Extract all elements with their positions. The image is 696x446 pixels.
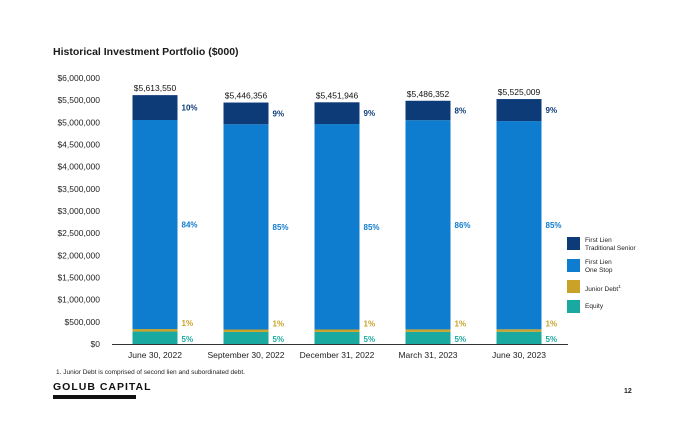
bar-total-label: $5,446,356: [225, 91, 268, 101]
bars: 5%1%84%10%$5,613,5505%1%85%9%$5,446,3565…: [132, 83, 562, 344]
bar-total-label: $5,613,550: [134, 83, 177, 93]
bar-total-label: $5,486,352: [407, 89, 450, 99]
segment-percent-label: 10%: [182, 104, 198, 113]
footnote: 1. Junior Debt is comprised of second li…: [56, 369, 245, 376]
legend-label: Junior Debt1: [585, 284, 621, 294]
bar-segment: [496, 121, 542, 330]
segment-percent-label: 5%: [182, 335, 194, 344]
bar-group: 5% 1% 85% 9% $5,525,009: [496, 87, 562, 344]
brand-logo-bar: [53, 395, 136, 399]
segment-percent-label: 9%: [546, 106, 558, 115]
bar-group: 5% 1% 84% 10% $5,613,550: [132, 83, 198, 344]
legend-swatch: [567, 280, 580, 293]
bar-segment: [132, 329, 178, 332]
y-tick-label: $500,000: [65, 317, 101, 327]
y-tick-label: $5,500,000: [57, 95, 100, 105]
x-axis: June 30, 2022 September 30, 2022 December …: [112, 344, 568, 360]
bar-segment: [314, 329, 360, 332]
bar-segment: [314, 124, 360, 330]
x-tick-label: September 30, 2022: [207, 350, 284, 360]
bar-segment: [405, 100, 451, 121]
y-tick-label: $1,500,000: [57, 273, 100, 283]
segment-percent-label: 9%: [273, 109, 285, 118]
bar-group: 5% 1% 86% 8% $5,486,352: [405, 89, 471, 344]
y-tick-label: $0: [91, 339, 101, 349]
bar-segment: [223, 331, 269, 344]
bar-segment: [496, 99, 542, 122]
bar-segment: [314, 331, 360, 344]
segment-percent-label: 85%: [273, 223, 289, 232]
y-tick-label: $5,000,000: [57, 117, 100, 127]
bar-segment: [314, 102, 360, 125]
bar-group: 5% 1% 85% 9% $5,451,946: [314, 90, 380, 344]
segment-percent-label: 8%: [455, 107, 467, 116]
bar-segment: [405, 120, 451, 330]
legend-swatch: [567, 237, 580, 250]
segment-percent-label: 1%: [455, 319, 467, 328]
segment-percent-label: 5%: [546, 335, 558, 344]
bar-total-label: $5,525,009: [498, 87, 541, 97]
y-tick-label: $2,500,000: [57, 228, 100, 238]
y-tick-label: $2,000,000: [57, 250, 100, 260]
brand-logo: GOLUB CAPITAL: [53, 381, 152, 393]
segment-percent-label: 1%: [273, 320, 285, 329]
chart-title: Historical Investment Portfolio ($000): [53, 46, 239, 58]
segment-percent-label: 9%: [364, 109, 376, 118]
y-tick-label: $1,000,000: [57, 295, 100, 305]
y-tick-label: $6,000,000: [57, 73, 100, 83]
x-tick-label: June 30, 2022: [128, 350, 182, 360]
segment-percent-label: 1%: [546, 319, 558, 328]
segment-percent-label: 1%: [364, 319, 376, 328]
bar-segment: [223, 329, 269, 332]
segment-percent-label: 85%: [364, 223, 380, 232]
x-tick-label: December 31, 2022: [300, 350, 375, 360]
segment-percent-label: 5%: [364, 335, 376, 344]
y-tick-label: $4,500,000: [57, 140, 100, 150]
bar-segment: [405, 331, 451, 344]
segment-percent-label: 85%: [546, 221, 562, 230]
bar-segment: [405, 329, 451, 332]
bar-segment: [223, 124, 269, 330]
y-tick-label: $3,000,000: [57, 206, 100, 216]
x-tick-label: March 31, 2023: [398, 350, 457, 360]
legend-label: First Lien Traditional Senior: [585, 237, 636, 252]
bar-total-label: $5,451,946: [316, 90, 359, 100]
segment-percent-label: 5%: [273, 335, 285, 344]
bar-group: 5% 1% 85% 9% $5,446,356: [223, 91, 289, 344]
bar-segment: [132, 95, 178, 121]
x-tick-label: June 30, 2023: [492, 350, 546, 360]
segment-percent-label: 86%: [455, 221, 471, 230]
legend-label: First Lien One Stop: [585, 259, 613, 274]
legend-swatch: [567, 259, 580, 272]
page-number: 12: [624, 388, 632, 395]
segment-percent-label: 5%: [455, 335, 467, 344]
bar-segment: [496, 329, 542, 332]
y-axis: $0 $500,000 $1,000,000 $1,500,000 $2,000,000…: [57, 73, 100, 349]
y-tick-label: $4,000,000: [57, 162, 100, 172]
y-tick-label: $3,500,000: [57, 184, 100, 194]
bar-segment: [223, 102, 269, 125]
bar-segment: [132, 331, 178, 344]
bar-segment: [132, 120, 178, 330]
legend-label: Equity: [585, 303, 604, 310]
segment-percent-label: 84%: [182, 221, 198, 230]
segment-percent-label: 1%: [182, 319, 194, 328]
bar-segment: [496, 331, 542, 344]
legend-swatch: [567, 300, 580, 313]
